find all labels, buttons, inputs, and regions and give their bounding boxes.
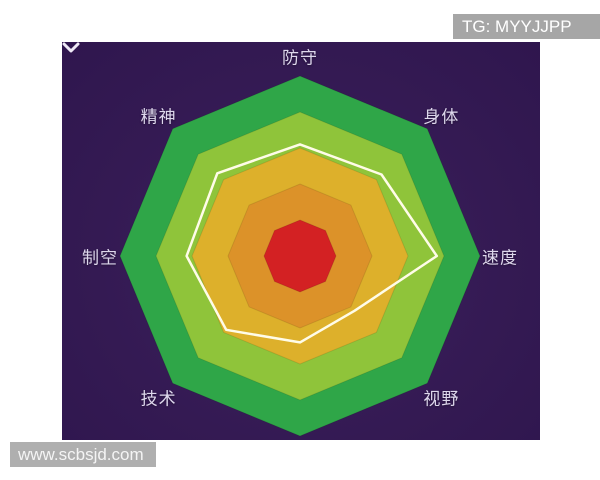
chevron-down-icon[interactable] [62, 42, 80, 54]
axis-label-technique: 技术 [140, 389, 177, 409]
radar-ring-20 [263, 219, 337, 293]
telegram-watermark-badge: TG: MYYJJPP [453, 14, 600, 39]
radar-chart-panel: 防守身体速度视野 技术 制空 精神 [62, 42, 540, 440]
axis-label-defense: 防守 [282, 48, 318, 68]
axis-label-speed: 速度 [482, 248, 518, 268]
player-stats-polygon [185, 143, 439, 344]
website-watermark-badge: www.scbsjd.com [10, 442, 156, 467]
axis-label-aerial: 制空 [82, 248, 118, 268]
axis-label-vision: 视野 [423, 389, 460, 409]
axis-label-physical: 身体 [423, 107, 460, 127]
axis-label-mental: 精神 [140, 107, 177, 127]
radar-chart-svg [119, 75, 481, 437]
